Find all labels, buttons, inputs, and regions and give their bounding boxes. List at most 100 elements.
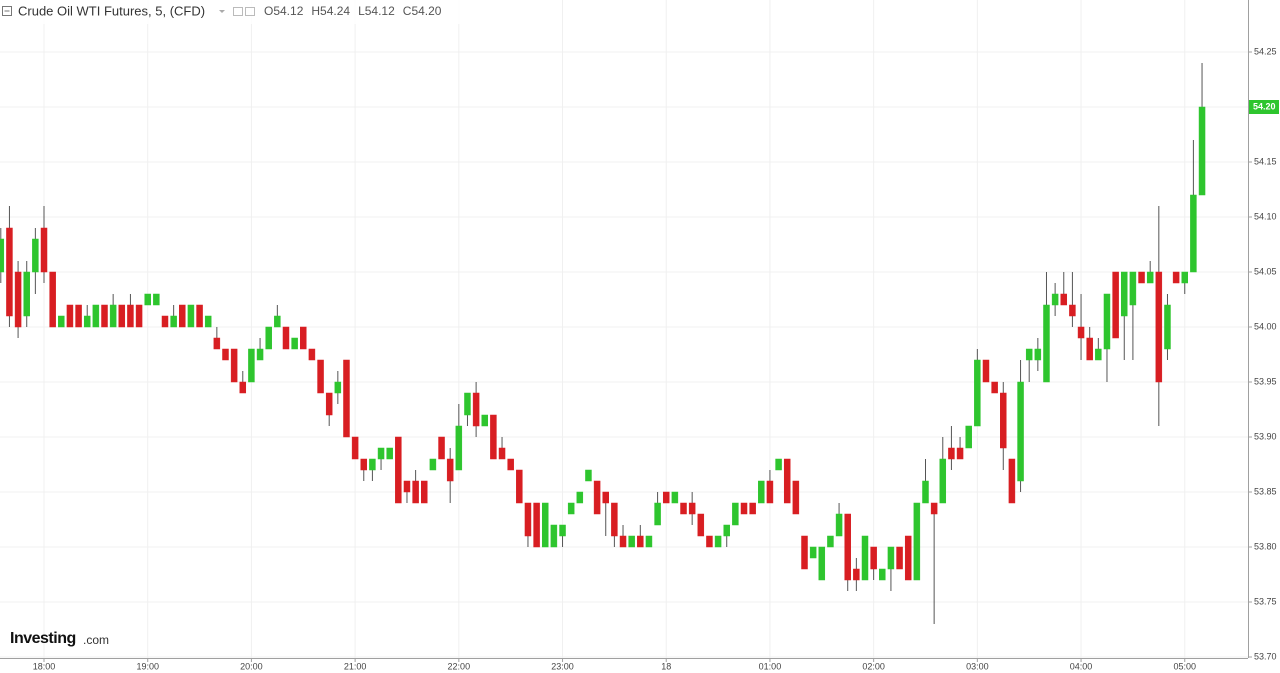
- candle-body: [153, 293, 160, 306]
- candle-body: [403, 480, 411, 493]
- y-tick-label: 53.85: [1254, 486, 1277, 496]
- candle-body: [844, 513, 851, 581]
- candle-body: [144, 293, 151, 306]
- candle-body: [766, 480, 774, 504]
- candle-body: [23, 271, 30, 317]
- candle-body: [904, 535, 912, 581]
- candle-body: [792, 480, 800, 515]
- x-tick-label: 23:00: [551, 661, 574, 671]
- candle-body: [49, 271, 56, 328]
- candle-body: [446, 458, 454, 482]
- collapse-icon[interactable]: [2, 6, 12, 16]
- candle-body: [1034, 348, 1042, 361]
- candle-body: [222, 348, 229, 361]
- candle-body: [1103, 293, 1111, 350]
- candle-body: [58, 315, 65, 328]
- candle-body: [256, 348, 264, 361]
- candle-body: [827, 535, 834, 548]
- candle-body: [956, 447, 964, 460]
- candle-body: [291, 337, 298, 350]
- candle-body: [282, 326, 290, 350]
- candle-body: [274, 315, 281, 328]
- candle-body: [386, 447, 393, 460]
- x-tick-label: 18: [661, 661, 671, 671]
- header-background: [0, 0, 470, 24]
- x-tick-label: 03:00: [966, 661, 989, 671]
- candle-body: [1112, 271, 1119, 339]
- candle-body: [697, 513, 705, 537]
- candle-body: [913, 502, 921, 581]
- settings-icon[interactable]: [245, 7, 255, 16]
- candle-body: [32, 238, 39, 273]
- candle-body: [498, 447, 506, 460]
- candle-body: [135, 304, 143, 328]
- candle-body: [455, 425, 463, 471]
- y-tick-label: 53.75: [1254, 596, 1277, 606]
- candle-body: [40, 227, 48, 273]
- candle-body: [1008, 458, 1016, 504]
- candle-body: [835, 513, 843, 537]
- candle-body: [550, 524, 558, 548]
- candle-body: [14, 271, 22, 328]
- candle-body: [593, 480, 601, 515]
- candle-body: [758, 480, 765, 504]
- candle-body: [265, 326, 272, 350]
- candle-body: [213, 337, 221, 350]
- candle-body: [1129, 271, 1137, 306]
- candle-body: [723, 524, 730, 537]
- candle-body: [896, 546, 903, 570]
- candle-body: [0, 238, 5, 273]
- candle-body: [377, 447, 385, 460]
- candle-body: [1017, 381, 1024, 482]
- candle-body: [637, 535, 644, 548]
- candle-body: [1146, 271, 1154, 284]
- candle-body: [351, 436, 359, 460]
- candle-body: [1190, 194, 1197, 273]
- y-tick-label: 54.00: [1254, 321, 1277, 331]
- candle-body: [196, 304, 203, 328]
- ohlc-label: C54.20: [403, 4, 442, 18]
- y-tick-label: 54.30: [1254, 0, 1277, 1]
- x-tick-label: 20:00: [240, 661, 263, 671]
- candle-body: [974, 359, 981, 427]
- candle-body: [732, 502, 739, 526]
- candle-body: [680, 502, 687, 515]
- x-tick-label: 01:00: [759, 661, 782, 671]
- candle-body: [541, 502, 549, 548]
- chart-title: Crude Oil WTI Futures, 5, (CFD): [18, 3, 205, 18]
- candle-body: [101, 304, 108, 328]
- candle-body: [1025, 348, 1033, 361]
- candle-body: [308, 348, 316, 361]
- candle-body: [749, 502, 756, 515]
- candle-body: [645, 535, 653, 548]
- candle-body: [300, 326, 307, 350]
- y-tick-label: 54.05: [1254, 266, 1277, 276]
- candle-body: [481, 414, 489, 427]
- candle-body: [412, 480, 419, 504]
- y-tick-label: 53.90: [1254, 431, 1277, 441]
- candle-body: [930, 502, 938, 515]
- candle-body: [1121, 271, 1128, 317]
- candle-body: [1181, 271, 1189, 284]
- candle-body: [801, 535, 808, 570]
- candle-body: [533, 502, 540, 548]
- candle-body: [1043, 304, 1050, 383]
- candle-body: [688, 502, 696, 515]
- ohlc-label: H54.24: [311, 4, 350, 18]
- dropdown-icon[interactable]: [219, 10, 225, 13]
- candle-body: [861, 535, 869, 581]
- candle-body: [464, 392, 471, 416]
- candle-body: [395, 436, 402, 504]
- candles: [0, 63, 1206, 624]
- y-tick-label: 53.95: [1254, 376, 1277, 386]
- y-tick-label: 54.15: [1254, 156, 1277, 166]
- y-tick-label: 54.25: [1254, 46, 1277, 56]
- last-price-tag: [1249, 100, 1279, 114]
- logo-suffix: .com: [83, 633, 109, 647]
- candle-body: [524, 502, 532, 537]
- candle-body: [187, 304, 195, 328]
- ohlc-label: O54.12: [264, 4, 304, 18]
- candle-body: [325, 392, 333, 416]
- candle-body: [879, 568, 886, 581]
- eye-icon[interactable]: [233, 7, 243, 16]
